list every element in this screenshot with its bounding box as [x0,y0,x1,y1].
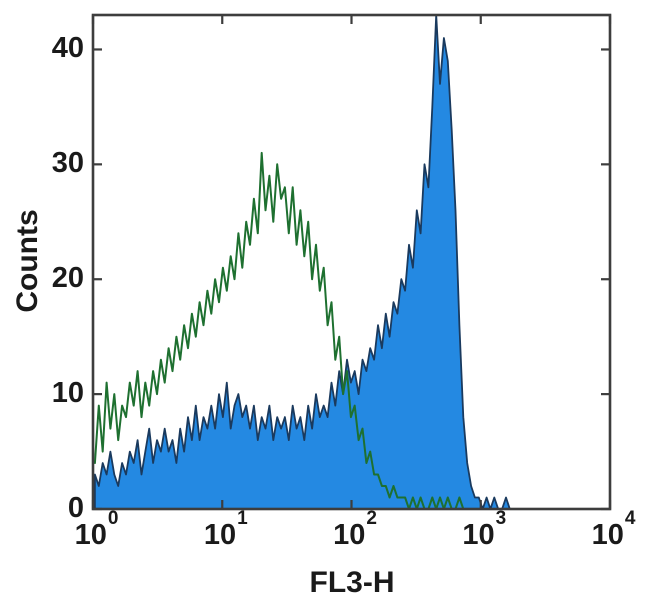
y-axis-title: Counts [11,209,44,313]
x-tick-exponent: 0 [107,508,119,530]
x-tick-exponent: 2 [366,508,377,530]
x-tick-exponent: 3 [495,508,507,530]
y-tick-label: 30 [51,147,84,180]
y-tick-label: 10 [51,377,84,410]
x-tick-label: 104 [591,508,636,551]
y-tick-label: 0 [67,492,84,524]
stained-filled-histogram [92,14,511,510]
x-tick-label: 101 [203,508,248,551]
y-tick-label: 20 [51,262,84,295]
x-tick-exponent: 4 [624,508,636,530]
x-tick-exponent: 1 [237,508,248,530]
x-tick-label: 100 [74,508,119,551]
y-tick-label: 40 [51,32,84,65]
x-tick-label: 102 [333,508,377,551]
control-open-histogram [93,151,480,510]
x-tick-label: 103 [462,508,507,551]
x-axis-title: FL3-H [309,566,395,599]
